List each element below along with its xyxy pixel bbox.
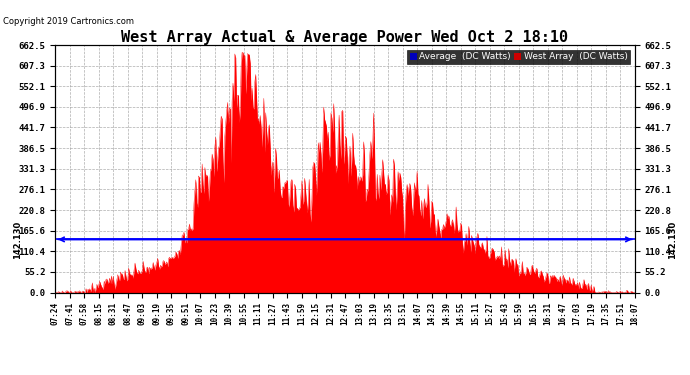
Text: 142.130: 142.130 xyxy=(668,220,677,258)
Title: West Array Actual & Average Power Wed Oct 2 18:10: West Array Actual & Average Power Wed Oc… xyxy=(121,30,569,45)
Text: 142.130: 142.130 xyxy=(13,220,22,258)
Text: Copyright 2019 Cartronics.com: Copyright 2019 Cartronics.com xyxy=(3,17,135,26)
Legend: Average  (DC Watts), West Array  (DC Watts): Average (DC Watts), West Array (DC Watts… xyxy=(407,50,630,64)
